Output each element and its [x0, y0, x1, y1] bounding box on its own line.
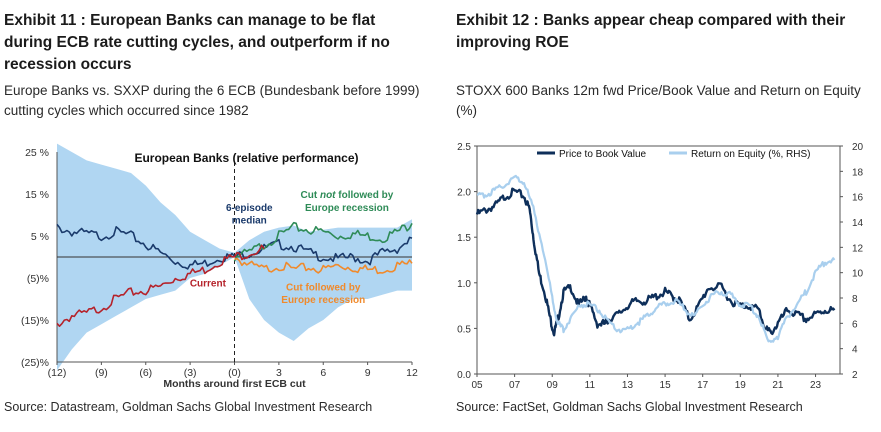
annotation-recession: Europe recession: [281, 295, 365, 306]
annotation-part: Cut: [301, 190, 320, 201]
series-no_recession: [233, 221, 413, 262]
x-tick-label: 21: [772, 380, 784, 390]
x-tick-label: 3: [276, 367, 282, 379]
y-tick-label: 0.5: [457, 324, 471, 335]
x-tick-label: 09: [547, 380, 559, 390]
x-tick-label: 23: [810, 380, 822, 390]
annotation-part: followed by: [336, 190, 394, 201]
chart-pb-roe: 0.0 0.5 1.0 1.5 2.0 2.5 2 4 6 8 10 12 14 16 18 20 05 07 09…: [457, 142, 864, 390]
y2-tick-label: 8: [852, 294, 858, 305]
y2-tick-label: 14: [852, 218, 864, 229]
x-tick-label: 11: [585, 380, 596, 390]
x-tick-label: 17: [697, 380, 709, 390]
legend-label: Return on Equity (%, RHS): [691, 149, 811, 160]
y-tick-label: 2.0: [457, 188, 471, 199]
chart-title: European Banks (relative performance): [134, 151, 358, 165]
exhibit-11-subtitle: Europe Banks vs. SXXP during the 6 ECB (…: [4, 83, 420, 118]
series-current: [56, 244, 265, 327]
annotation-current: Current: [190, 278, 227, 289]
x-tick-label: 05: [471, 380, 483, 390]
x-tick-label: 9: [365, 367, 371, 379]
x-tick-label: (3): [184, 367, 197, 379]
legend-label: Price to Book Value: [559, 149, 647, 160]
y-tick-label: 15 %: [25, 189, 49, 201]
y2-tick-label: 2: [852, 370, 858, 381]
exhibit-12-subtitle: STOXX 600 Banks 12m fwd Price/Book Value…: [456, 83, 861, 118]
x-tick-label: (6): [139, 367, 152, 379]
x-tick-label: (9): [95, 367, 108, 379]
y2-tick-label: 6: [852, 319, 858, 330]
y2-tick-label: 4: [852, 345, 858, 356]
annotation-median: median: [232, 215, 267, 226]
y-tick-label: 1.0: [457, 279, 471, 290]
x-axis-title: Months around first ECB cut: [163, 378, 306, 390]
series-roe: [476, 174, 836, 343]
exhibit-11-source: Source: Datastream, Goldman Sachs Global…: [4, 400, 373, 414]
y2-tick-label: 10: [852, 269, 864, 280]
annotation-recession: Cut followed by: [286, 283, 361, 294]
x-tick-label: 19: [735, 380, 747, 390]
x-tick-label: (0): [228, 367, 241, 379]
y-tick-label: (15)%: [21, 315, 49, 327]
y-tick-label: 25 %: [25, 147, 49, 159]
annotation-no-recession: Cut not followed by: [301, 190, 394, 201]
y2-tick-label: 12: [852, 243, 864, 254]
chart-european-banks: 25 % 15 % 5 % (5)% (15)% (25)%(12) (9) (6) (3) (0…: [21, 143, 418, 390]
y-tick-label: 0.0: [457, 370, 471, 381]
y-tick-label: 1.5: [457, 233, 471, 244]
y-tick-label: (5)%: [27, 273, 49, 285]
x-tick-label: 07: [509, 380, 521, 390]
annotation-median: 6-episode: [226, 203, 273, 214]
x-tick-label: 6: [320, 367, 326, 379]
exhibit-12-title: Exhibit 12 : Banks appear cheap compared…: [456, 12, 846, 51]
plot-frame: [476, 145, 841, 375]
annotation-part: not: [320, 190, 336, 201]
x-tick-label: (12): [48, 367, 67, 379]
y-tick-label: (25)%: [21, 357, 49, 369]
x-tick-label: 15: [660, 380, 672, 390]
y2-tick-label: 18: [852, 167, 864, 178]
annotation-no-recession: Europe recession: [305, 203, 389, 214]
x-tick-label: 12: [406, 367, 418, 379]
y2-tick-label: 16: [852, 193, 864, 204]
y-tick-label: 5 %: [31, 231, 49, 243]
series-price-to-book: [475, 187, 836, 337]
y2-tick-label: 20: [852, 142, 864, 153]
exhibit-12-source: Source: FactSet, Goldman Sachs Global In…: [456, 400, 803, 414]
x-tick-label: 13: [622, 380, 634, 390]
exhibit-11-title: Exhibit 11 : European Banks can manage t…: [4, 12, 390, 73]
y-tick-label: 2.5: [457, 142, 471, 153]
series-recession: [234, 257, 413, 275]
